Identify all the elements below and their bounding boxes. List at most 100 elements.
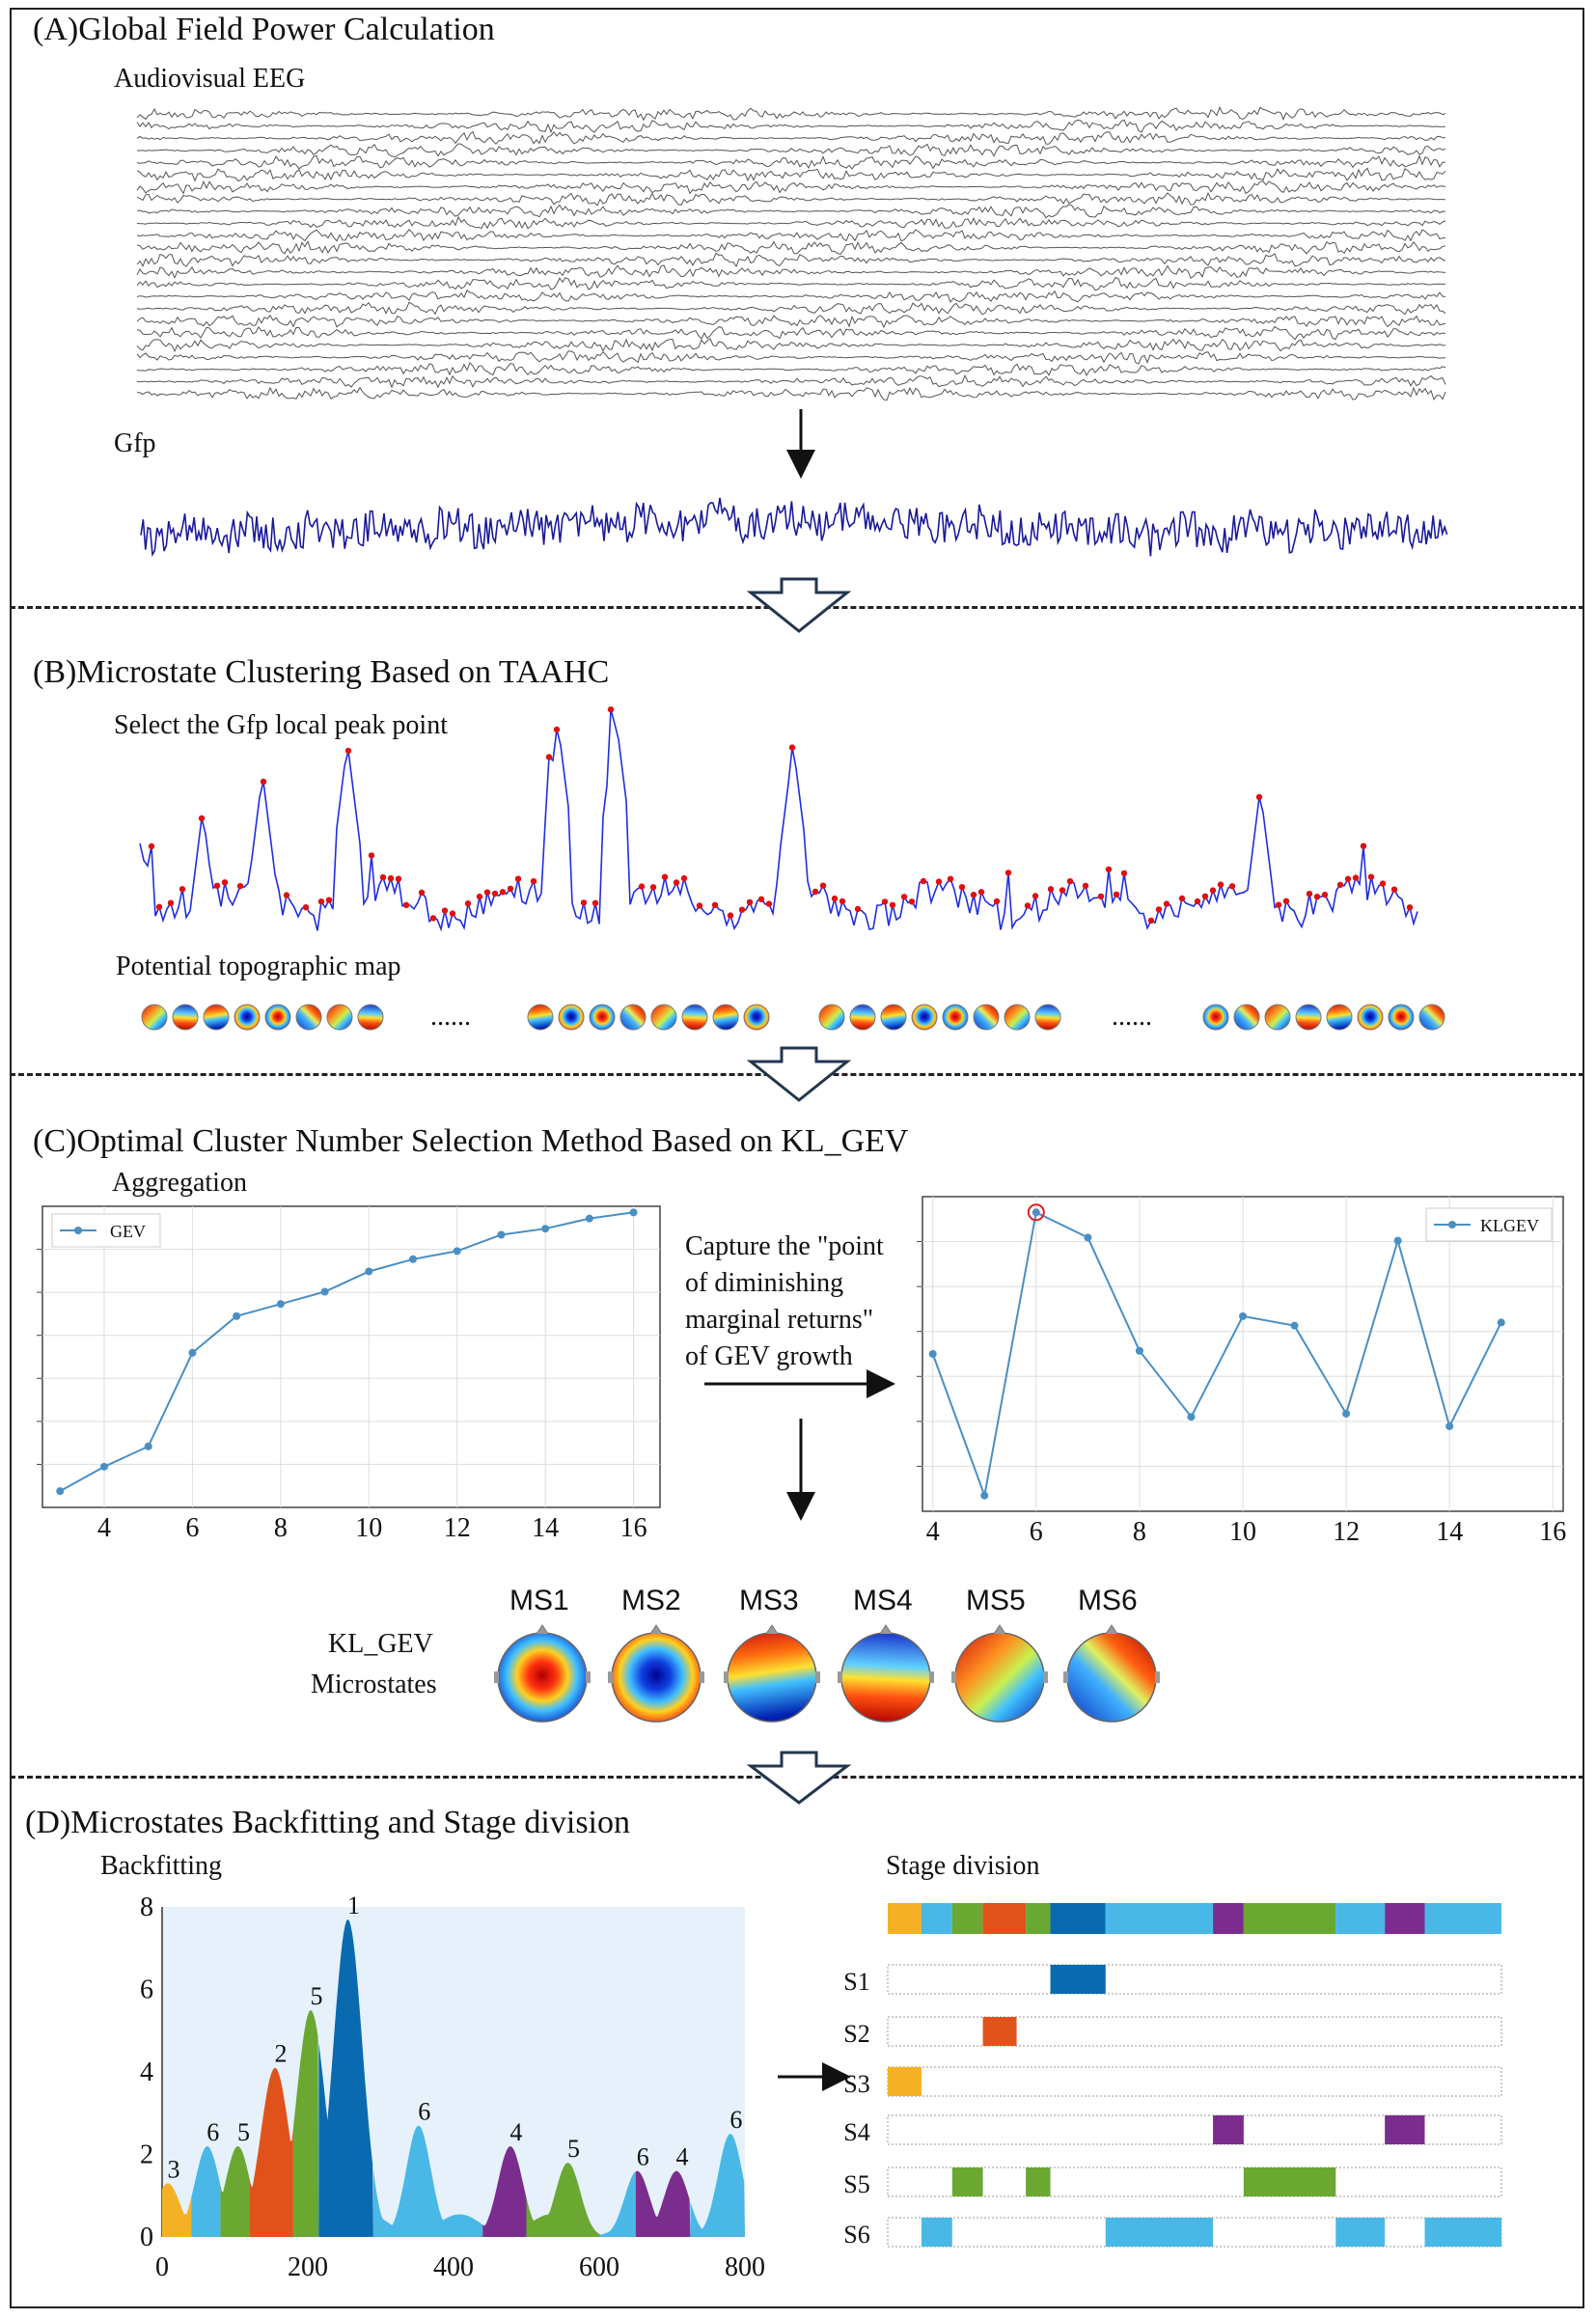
peak-marker (387, 875, 395, 882)
flow-arrow-bc (746, 1046, 852, 1102)
backfit-segment (599, 2171, 636, 2237)
head-ear-left (724, 1671, 729, 1683)
stage-block (1050, 1965, 1106, 1994)
peak-marker (1406, 904, 1414, 911)
stage-division-label: Stage division (886, 1851, 1040, 1881)
y-tick-label: 2 (140, 2140, 153, 2170)
peak-marker (1155, 906, 1163, 913)
topo-map (264, 1004, 291, 1031)
klgev-legend-marker (1448, 1221, 1456, 1229)
peak-marker (757, 896, 765, 902)
eeg-channel (136, 361, 1446, 377)
panel-c-title: (C)Optimal Cluster Number Selection Meth… (33, 1123, 909, 1159)
topo-map (558, 1004, 585, 1031)
eeg-channel (136, 130, 1445, 145)
peak-marker (1047, 886, 1055, 893)
x-tick-label: 12 (1333, 1517, 1360, 1547)
gfp-label: Gfp (114, 428, 156, 458)
peak-marker (1024, 902, 1032, 909)
timeline-block (1026, 1903, 1051, 1934)
peak-label: 6 (418, 2098, 430, 2126)
head-ear-left (608, 1671, 613, 1683)
klgev-legend-label: KLGEV (1480, 1216, 1539, 1235)
data-point (1342, 1409, 1351, 1418)
eeg-label: Audiovisual EEG (114, 64, 306, 94)
head-nose (879, 1624, 893, 1635)
aggregation-label: Aggregation (112, 1168, 247, 1198)
stage-name: S3 (843, 2070, 869, 2098)
backfitting-label: Backfitting (100, 1851, 222, 1881)
peak-marker (607, 706, 615, 713)
peak-marker (638, 883, 646, 890)
peak-marker (881, 898, 889, 905)
peak-marker (1147, 917, 1155, 925)
data-point (56, 1487, 65, 1496)
backfit-segment (372, 2125, 483, 2237)
timeline-block (921, 1903, 952, 1934)
eeg-channel (136, 338, 1446, 352)
backfit-segment (482, 2145, 527, 2237)
gev-legend-marker (74, 1227, 82, 1234)
timeline-block (1105, 1903, 1214, 1934)
stage-row-frame (887, 2167, 1502, 2197)
backfit-segment (292, 2009, 319, 2237)
eeg-channel (136, 350, 1446, 365)
data-point (453, 1247, 461, 1256)
peak-label: 6 (729, 2106, 742, 2134)
peak-marker (1344, 875, 1352, 882)
peak-label: 5 (237, 2118, 250, 2146)
panel-a-title: (A)Global Field Power Calculation (33, 12, 495, 47)
panel-d-title: (D)Microstates Backfitting and Stage div… (25, 1805, 630, 1840)
peak-marker (1228, 883, 1236, 890)
stage-row-frame (887, 2066, 1502, 2097)
x-tick-label: 4 (97, 1513, 111, 1543)
peak-marker (1032, 893, 1039, 899)
topo-map (234, 1004, 261, 1031)
topo-map (1418, 1004, 1445, 1031)
data-point (585, 1214, 593, 1223)
topo-map (1388, 1004, 1415, 1031)
head-ear-right (815, 1671, 820, 1683)
eeg-channel (136, 204, 1446, 219)
data-point (1135, 1346, 1143, 1355)
peak-label: 4 (676, 2143, 689, 2171)
ms-name-1: MS1 (509, 1585, 569, 1616)
peak-marker (221, 879, 229, 886)
topo-map (326, 1004, 353, 1031)
peak-label: 2 (275, 2040, 288, 2068)
panel-b-title: (B)Microstate Clustering Based on TAAHC (33, 654, 610, 690)
peak-marker (1066, 878, 1074, 885)
flow-arrow-ab (746, 577, 852, 633)
head-ear-right (929, 1671, 934, 1683)
microstate-map-6 (1066, 1632, 1157, 1723)
eeg-channel (136, 239, 1446, 255)
head-ear-left (494, 1671, 499, 1683)
peak-marker (325, 897, 333, 903)
head-ear-right (1043, 1671, 1048, 1683)
ms-name-3: MS3 (739, 1585, 799, 1616)
peak-marker (1178, 895, 1186, 902)
peak-marker (738, 906, 746, 913)
peak-marker (920, 877, 927, 885)
peak-marker (1390, 886, 1398, 893)
eeg-channel (136, 289, 1446, 304)
peak-marker (649, 884, 657, 891)
peak-marker (947, 875, 954, 882)
head-ear-right (1155, 1671, 1160, 1683)
peak-marker (236, 883, 244, 890)
x-tick-label: 0 (155, 2252, 169, 2282)
timeline-block (888, 1903, 922, 1934)
peak-marker (1082, 882, 1089, 890)
peak-marker (746, 898, 754, 906)
data-point (541, 1225, 550, 1233)
eeg-channel (136, 167, 1446, 182)
peak-marker (302, 904, 310, 911)
data-point (1290, 1321, 1299, 1330)
peak-marker (1113, 891, 1120, 897)
peak-marker (530, 878, 537, 885)
data-point (1187, 1413, 1196, 1422)
head-ear-left (838, 1671, 842, 1683)
figure-frame (10, 8, 1584, 2308)
peak-marker (464, 900, 472, 907)
backfit-segment (249, 2067, 293, 2237)
